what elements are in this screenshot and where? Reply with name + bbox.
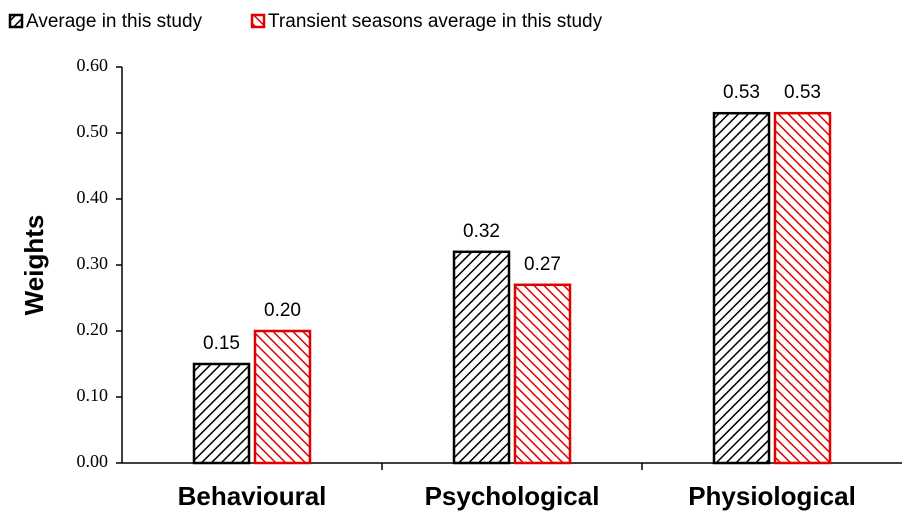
bar [513,283,572,465]
y-tick-label: 0.20 [77,319,109,339]
bar [773,111,832,465]
x-tick-label: Behavioural [178,481,327,511]
bar [712,111,771,465]
legend-swatch [8,13,24,29]
value-label: 0.27 [524,254,561,275]
y-tick-label: 0.60 [77,55,109,75]
legend-swatch [250,13,266,29]
bar [192,362,251,465]
value-label: 0.53 [784,82,821,103]
bar [452,250,511,465]
x-tick-label: Physiological [688,481,856,511]
value-label: 0.32 [463,221,500,242]
x-tick-label: Psychological [425,481,600,511]
legend-label: Average in this study [26,11,203,32]
y-tick-label: 0.40 [77,187,109,207]
y-axis-label: Weights [19,215,49,316]
y-tick-label: 0.30 [77,253,109,273]
value-label: 0.15 [203,333,240,354]
value-label: 0.20 [264,300,301,321]
y-tick-label: 0.00 [77,451,109,471]
bar [253,329,312,465]
value-label: 0.53 [723,82,760,103]
y-tick-label: 0.10 [77,385,109,405]
y-tick-label: 0.50 [77,121,109,141]
legend-label: Transient seasons average in this study [268,11,603,32]
